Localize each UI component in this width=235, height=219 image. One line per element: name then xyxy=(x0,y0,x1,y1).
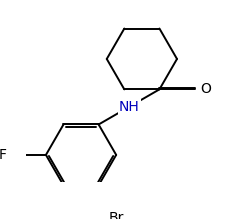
Text: Br: Br xyxy=(109,211,124,219)
Text: NH: NH xyxy=(119,100,139,114)
Text: O: O xyxy=(200,82,211,96)
Text: F: F xyxy=(0,148,6,162)
